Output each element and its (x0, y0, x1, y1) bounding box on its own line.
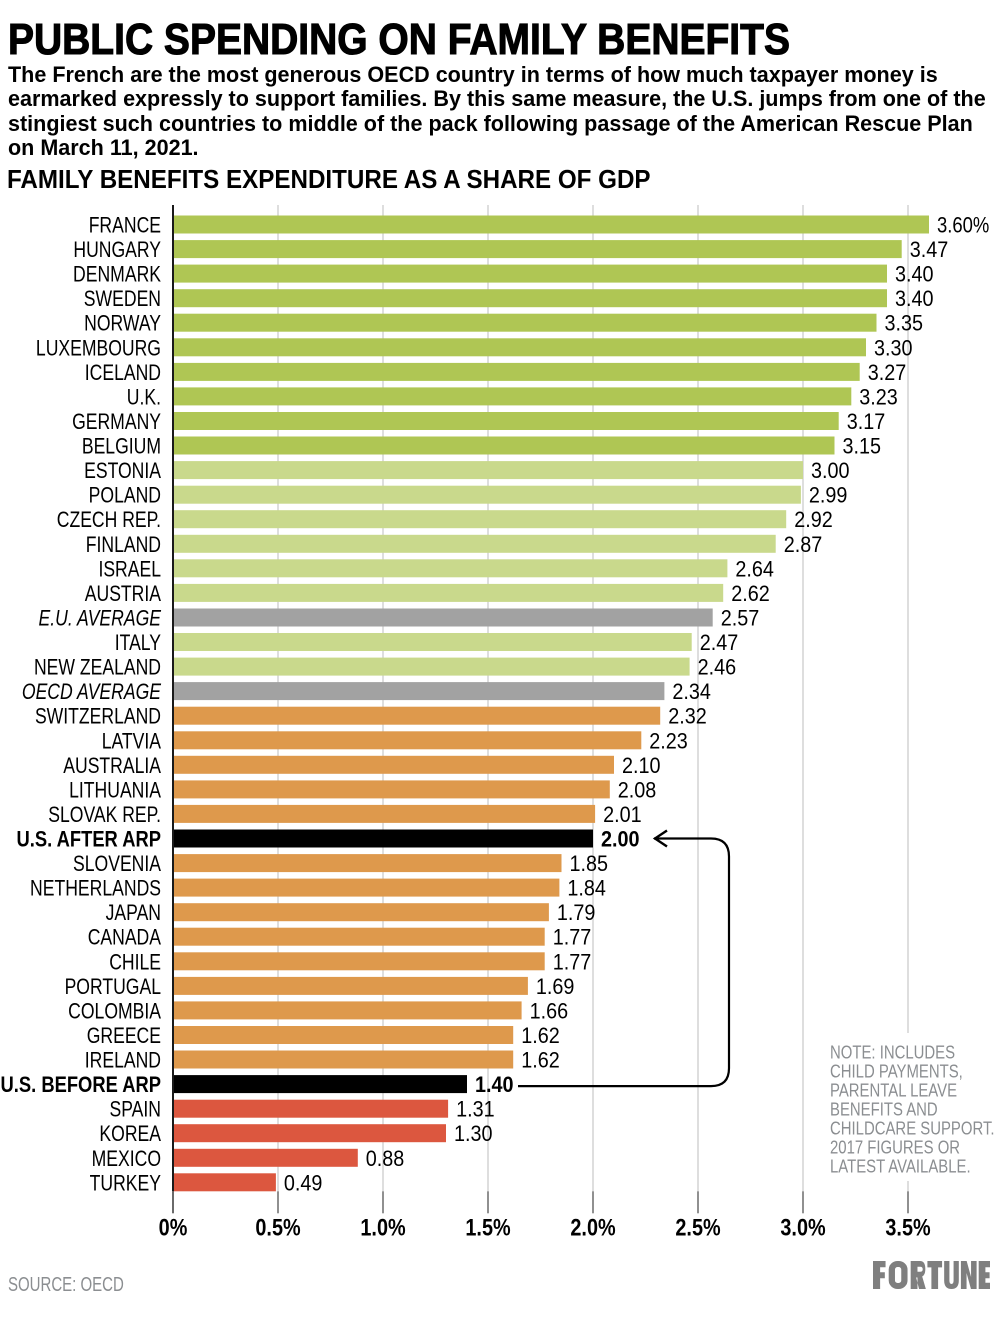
svg-text:DENMARK: DENMARK (73, 263, 162, 287)
svg-text:1.77: 1.77 (553, 950, 592, 974)
svg-text:TURKEY: TURKEY (90, 1172, 161, 1196)
svg-text:SWITZERLAND: SWITZERLAND (35, 705, 161, 729)
svg-text:2.47: 2.47 (700, 631, 739, 655)
svg-text:3.60%: 3.60% (937, 214, 989, 238)
svg-text:1.69: 1.69 (536, 975, 575, 999)
svg-text:BENEFITS AND: BENEFITS AND (830, 1099, 938, 1120)
svg-text:NETHERLANDS: NETHERLANDS (30, 877, 161, 901)
svg-text:CZECH REP.: CZECH REP. (57, 508, 161, 532)
svg-text:LATEST AVAILABLE.: LATEST AVAILABLE. (830, 1156, 971, 1177)
svg-text:1.77: 1.77 (553, 926, 592, 950)
svg-text:3.23: 3.23 (859, 385, 898, 409)
svg-text:NOTE: INCLUDES: NOTE: INCLUDES (830, 1042, 955, 1063)
svg-text:ITALY: ITALY (115, 631, 161, 655)
svg-text:3.30: 3.30 (874, 336, 913, 360)
svg-text:3.40: 3.40 (895, 287, 934, 311)
svg-text:3.15: 3.15 (843, 435, 882, 459)
svg-text:LITHUANIA: LITHUANIA (69, 779, 161, 803)
svg-text:PORTUGAL: PORTUGAL (65, 975, 161, 999)
svg-text:GREECE: GREECE (87, 1024, 161, 1048)
svg-text:SWEDEN: SWEDEN (84, 287, 161, 311)
svg-text:2.34: 2.34 (672, 680, 711, 704)
svg-text:MEXICO: MEXICO (92, 1147, 161, 1171)
svg-text:1.62: 1.62 (521, 1024, 560, 1048)
svg-text:1.0%: 1.0% (360, 1214, 405, 1241)
svg-text:PARENTAL LEAVE: PARENTAL LEAVE (830, 1080, 957, 1101)
svg-text:2.10: 2.10 (622, 754, 661, 778)
svg-text:2.62: 2.62 (731, 582, 770, 606)
svg-text:COLOMBIA: COLOMBIA (68, 1000, 161, 1024)
svg-text:1.40: 1.40 (475, 1073, 514, 1097)
svg-text:OECD AVERAGE: OECD AVERAGE (22, 680, 162, 704)
svg-text:CHILDCARE SUPPORT.: CHILDCARE SUPPORT. (830, 1118, 995, 1139)
svg-text:2017 FIGURES OR: 2017 FIGURES OR (830, 1137, 960, 1158)
svg-text:2.23: 2.23 (649, 729, 688, 753)
svg-text:3.40: 3.40 (895, 263, 934, 287)
svg-text:ISRAEL: ISRAEL (98, 558, 161, 582)
svg-text:BELGIUM: BELGIUM (82, 435, 161, 459)
svg-text:2.32: 2.32 (668, 705, 707, 729)
svg-text:IRELAND: IRELAND (85, 1049, 161, 1073)
svg-text:HUNGARY: HUNGARY (73, 238, 161, 262)
svg-text:1.66: 1.66 (530, 999, 569, 1023)
svg-text:U.S. BEFORE ARP: U.S. BEFORE ARP (1, 1074, 161, 1098)
svg-text:GERMANY: GERMANY (72, 410, 161, 434)
svg-text:2.46: 2.46 (698, 656, 737, 680)
svg-text:1.62: 1.62 (521, 1049, 560, 1073)
svg-text:POLAND: POLAND (89, 484, 161, 508)
svg-text:U.K.: U.K. (127, 386, 161, 410)
svg-text:2.57: 2.57 (721, 607, 760, 631)
svg-text:SPAIN: SPAIN (110, 1098, 161, 1122)
svg-text:2.99: 2.99 (809, 484, 848, 508)
svg-text:2.08: 2.08 (618, 778, 657, 802)
svg-text:SLOVAK REP.: SLOVAK REP. (48, 803, 161, 827)
svg-text:0%: 0% (159, 1214, 188, 1241)
svg-text:AUSTRIA: AUSTRIA (85, 582, 162, 606)
svg-text:FRANCE: FRANCE (89, 214, 161, 238)
svg-text:KOREA: KOREA (99, 1122, 161, 1146)
svg-text:CANADA: CANADA (88, 926, 162, 950)
svg-text:2.0%: 2.0% (570, 1214, 615, 1241)
svg-text:ICELAND: ICELAND (85, 361, 161, 385)
svg-text:2.64: 2.64 (735, 557, 774, 581)
svg-text:2.87: 2.87 (784, 533, 823, 557)
svg-text:2.01: 2.01 (603, 803, 642, 827)
svg-text:NORWAY: NORWAY (84, 312, 161, 336)
svg-text:3.35: 3.35 (885, 312, 924, 336)
svg-text:2.00: 2.00 (601, 828, 640, 852)
svg-text:3.5%: 3.5% (885, 1214, 930, 1241)
svg-text:1.5%: 1.5% (465, 1214, 510, 1241)
svg-text:3.47: 3.47 (910, 238, 949, 262)
svg-text:U.S. AFTER ARP: U.S. AFTER ARP (17, 828, 161, 852)
svg-text:1.30: 1.30 (454, 1122, 493, 1146)
svg-text:CHILD PAYMENTS,: CHILD PAYMENTS, (830, 1061, 963, 1082)
svg-text:1.85: 1.85 (570, 852, 609, 876)
svg-text:2.5%: 2.5% (675, 1214, 720, 1241)
svg-text:3.17: 3.17 (847, 410, 886, 434)
svg-text:JAPAN: JAPAN (106, 901, 161, 925)
svg-text:LATVIA: LATVIA (102, 730, 162, 754)
svg-text:E.U. AVERAGE: E.U. AVERAGE (39, 607, 162, 631)
svg-text:LUXEMBOURG: LUXEMBOURG (36, 337, 161, 361)
svg-text:0.88: 0.88 (366, 1147, 405, 1171)
svg-text:CHILE: CHILE (109, 951, 161, 975)
svg-text:0.49: 0.49 (284, 1171, 323, 1195)
svg-text:NEW ZEALAND: NEW ZEALAND (34, 656, 161, 680)
svg-text:AUSTRALIA: AUSTRALIA (63, 754, 161, 778)
svg-text:ESTONIA: ESTONIA (84, 459, 162, 483)
svg-text:1.31: 1.31 (456, 1098, 495, 1122)
svg-text:SLOVENIA: SLOVENIA (73, 852, 162, 876)
svg-text:3.27: 3.27 (868, 361, 907, 385)
svg-text:1.84: 1.84 (567, 877, 606, 901)
svg-text:2.92: 2.92 (794, 508, 833, 532)
svg-text:FINLAND: FINLAND (86, 533, 161, 557)
svg-text:0.5%: 0.5% (255, 1214, 300, 1241)
svg-text:3.0%: 3.0% (780, 1214, 825, 1241)
svg-text:3.00: 3.00 (811, 459, 850, 483)
svg-text:1.79: 1.79 (557, 901, 596, 925)
